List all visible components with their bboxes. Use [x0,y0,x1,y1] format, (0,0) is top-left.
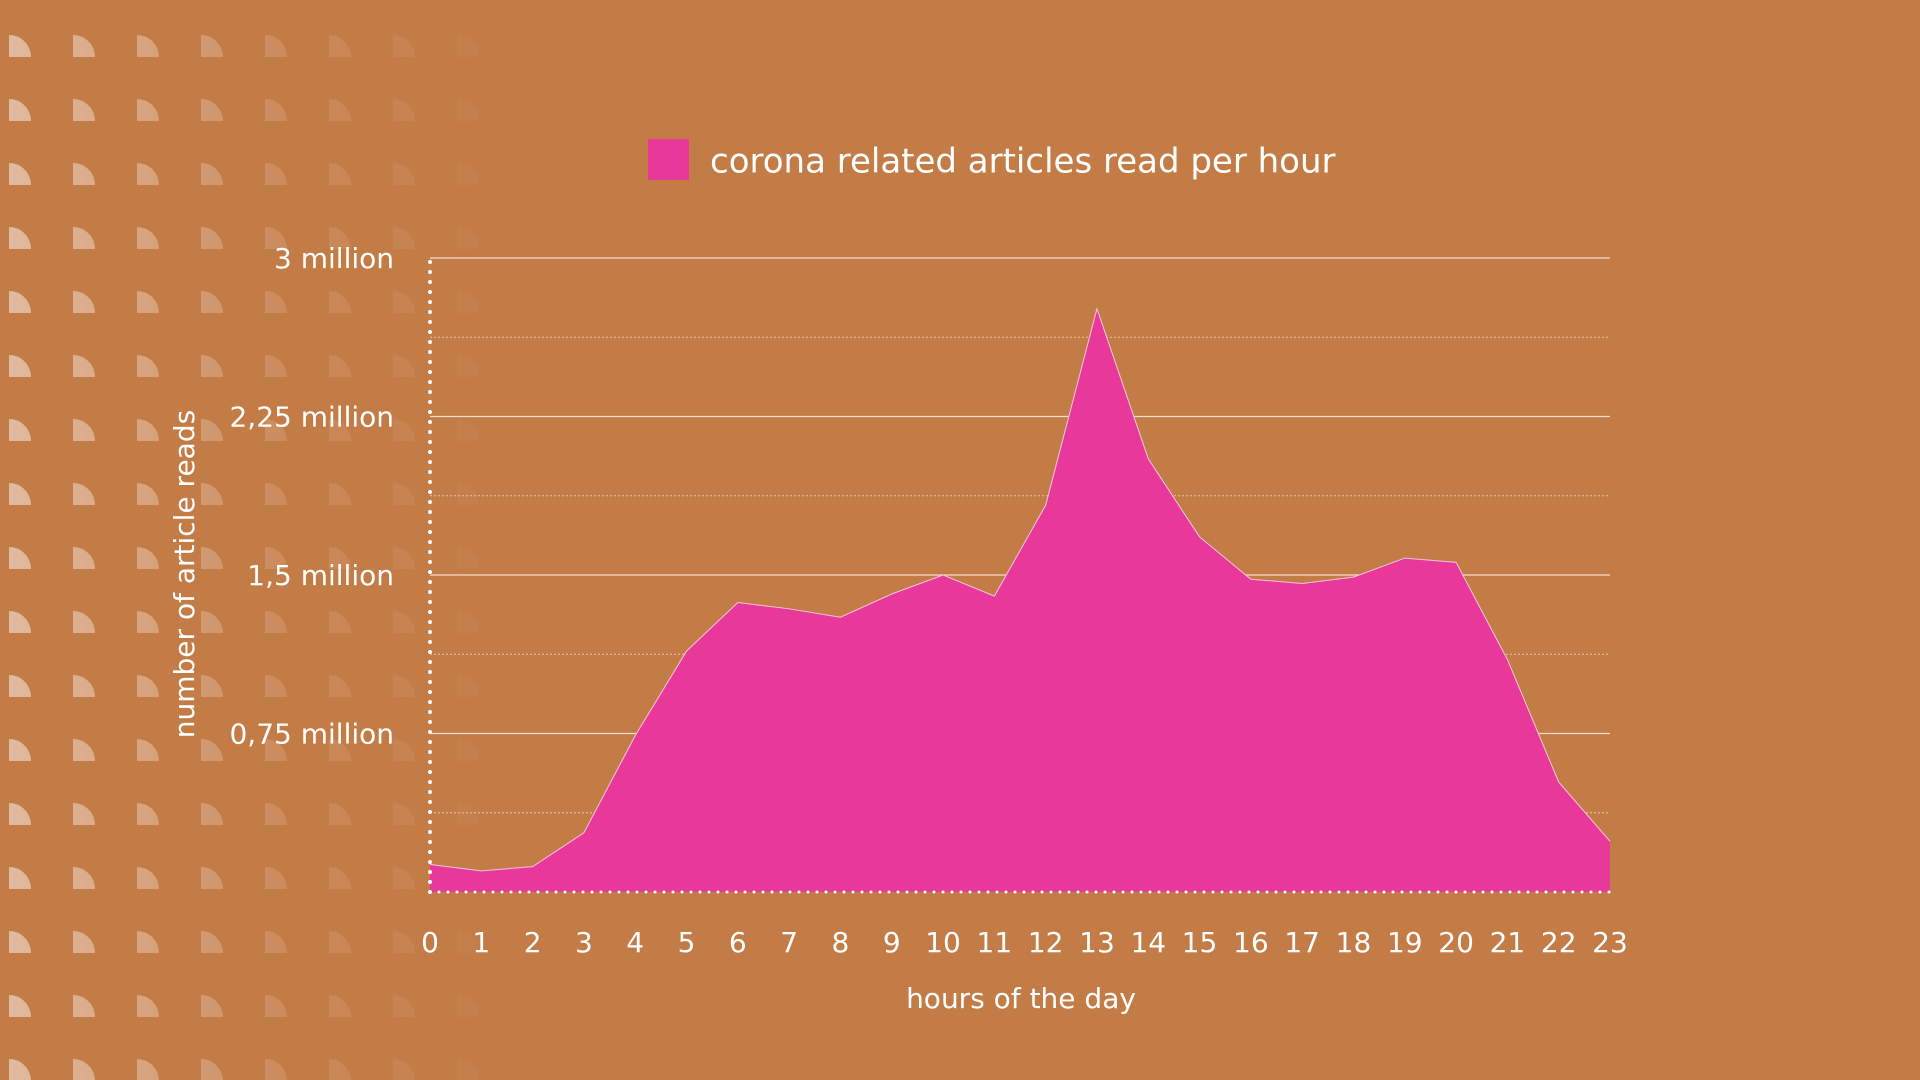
x-tick-label: 5 [678,926,696,959]
x-tick-label: 9 [883,926,901,959]
area-outline [429,306,1611,872]
x-tick-label: 4 [626,926,644,959]
x-tick-label: 17 [1284,926,1320,959]
axes [428,256,1612,894]
x-tick-label: 6 [729,926,747,959]
y-tick-labels: 0,75 million 1,5 million 2,25 million 3 mil… [229,242,394,751]
y-tick-label: 3 million [274,242,394,275]
x-tick-label: 23 [1592,926,1628,959]
x-tick-label: 7 [780,926,798,959]
x-tick-label: 20 [1438,926,1474,959]
x-tick-label: 8 [832,926,850,959]
x-tick-label: 11 [977,926,1013,959]
x-tick-label: 22 [1541,926,1577,959]
y-tick-label: 2,25 million [229,401,394,434]
y-tick-label: 1,5 million [247,559,394,592]
x-axis-title: hours of the day [906,982,1136,1015]
y-tick-label: 0,75 million [229,718,394,751]
x-tick-label: 10 [925,926,961,959]
x-tick-labels: 0 1 2 3 4 5 6 7 8 9 10 11 12 13 14 15 16 17 18 19 20 21 22 23 [421,926,1628,959]
legend-label: corona related articles read per hour [710,142,1336,182]
x-tick-label: 13 [1079,926,1115,959]
x-tick-label: 18 [1336,926,1372,959]
legend-swatch [648,139,689,180]
area-series [429,306,1611,893]
x-tick-label: 16 [1233,926,1269,959]
x-tick-label: 1 [472,926,490,959]
x-tick-label: 15 [1182,926,1218,959]
x-tick-label: 14 [1130,926,1166,959]
x-tick-label: 2 [524,926,542,959]
y-axis-title: number of article reads [168,410,201,738]
x-tick-label: 19 [1387,926,1423,959]
x-tick-label: 12 [1028,926,1064,959]
decorative-dot-pattern [0,0,520,1080]
x-tick-label: 3 [575,926,593,959]
x-tick-label: 21 [1490,926,1526,959]
x-tick-label: 0 [421,926,439,959]
legend: corona related articles read per hour [648,139,1336,182]
area-fill [430,308,1610,893]
